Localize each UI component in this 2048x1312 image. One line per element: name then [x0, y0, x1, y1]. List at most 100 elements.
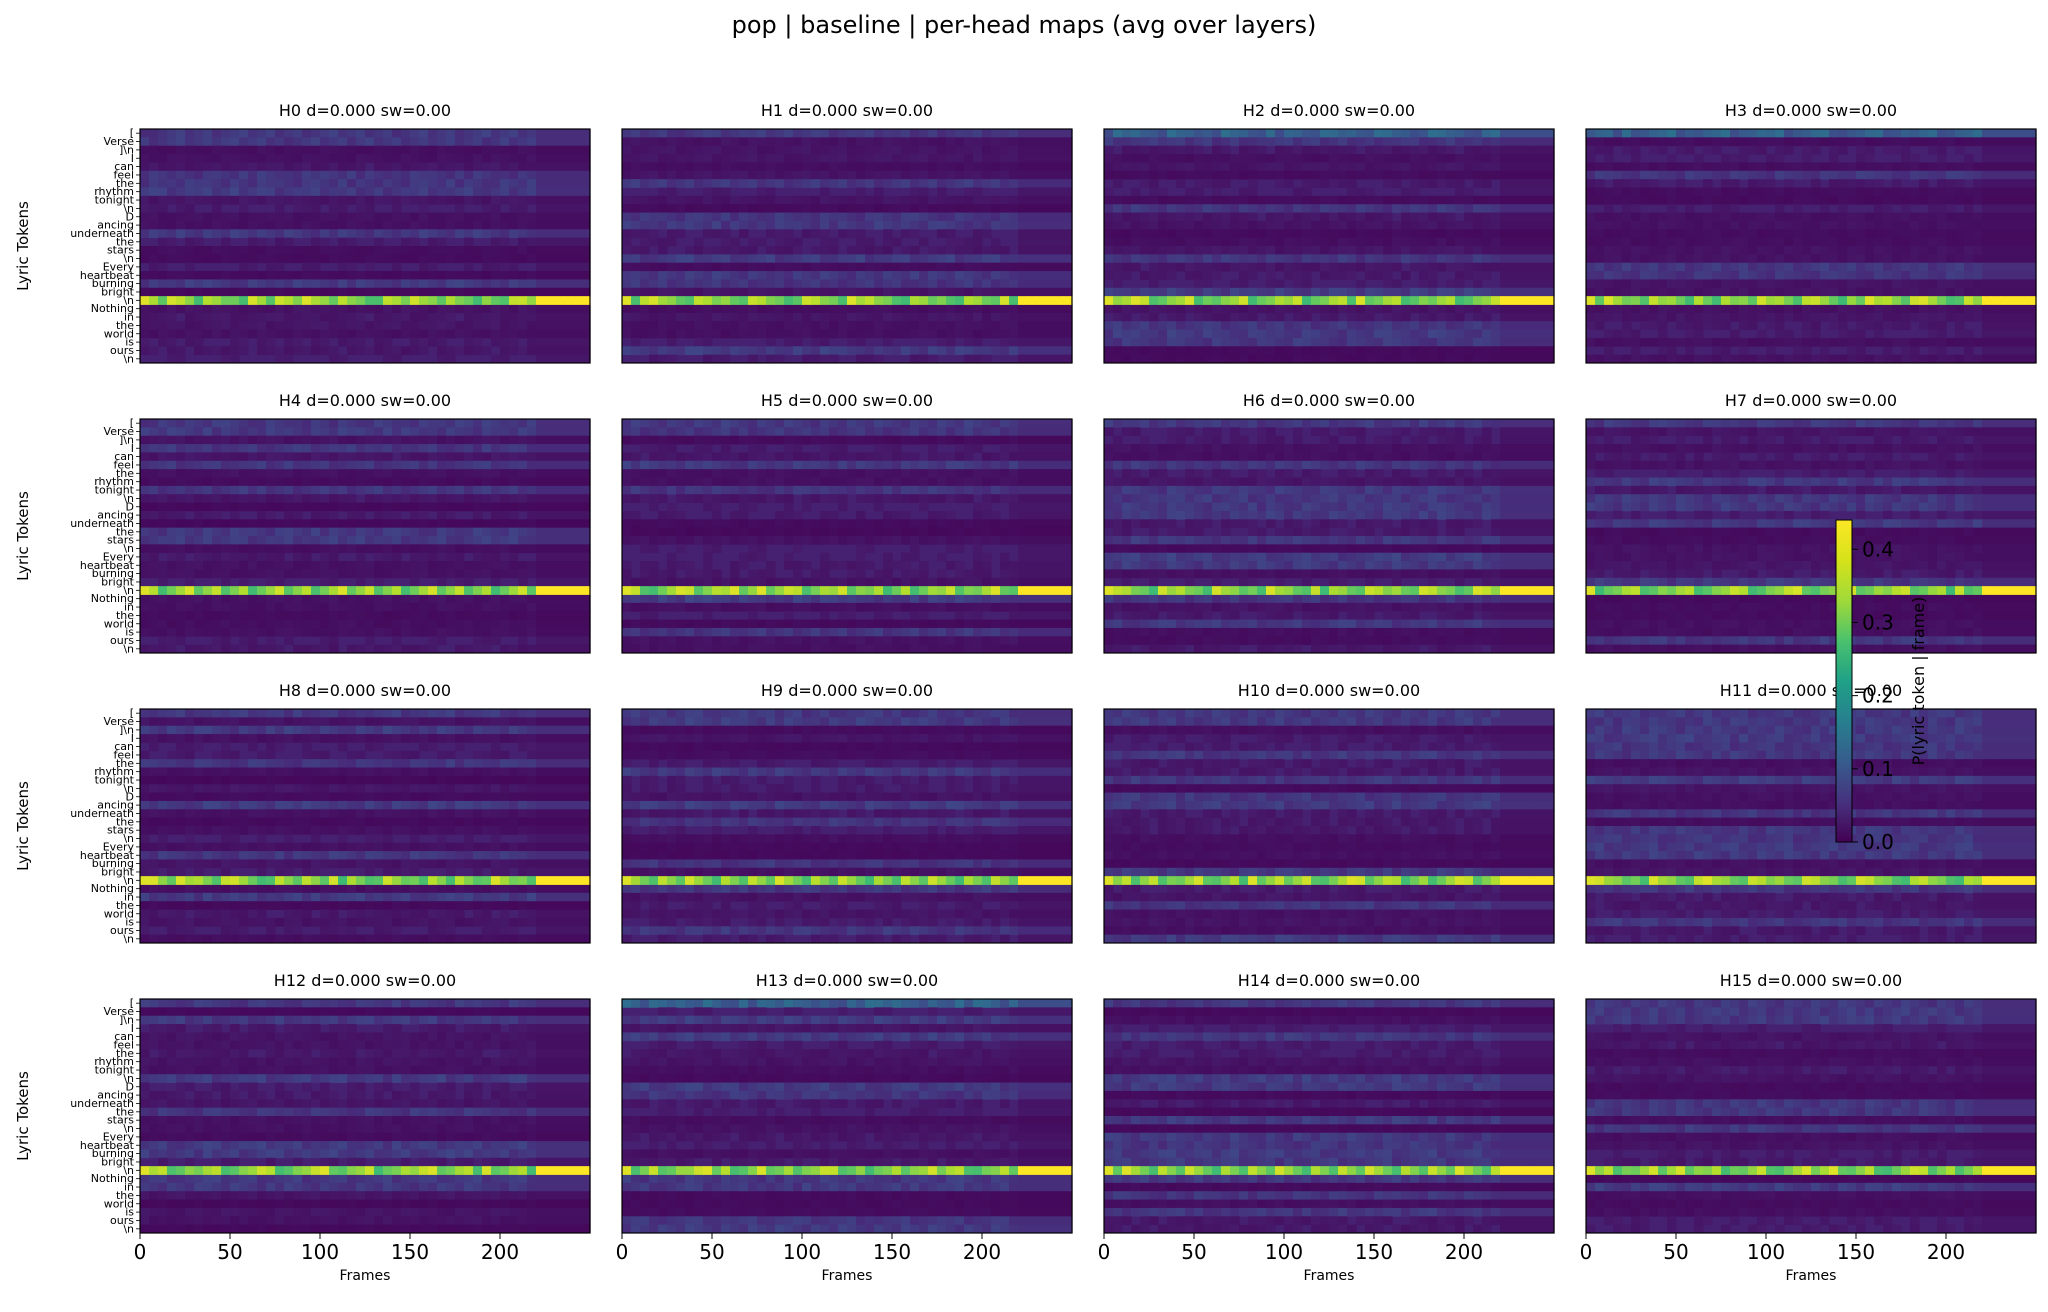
- heat-cell: [1266, 329, 1276, 339]
- heat-cell: [856, 246, 866, 255]
- heat-cell: [158, 329, 168, 339]
- heat-cell: [712, 229, 722, 239]
- heat-cell: [1167, 229, 1177, 239]
- heat-cell: [464, 279, 474, 289]
- heat-cell: [685, 254, 695, 264]
- heat-cell: [1883, 204, 1893, 213]
- heat-cell: [455, 154, 465, 163]
- heat-cell: [1667, 304, 1677, 314]
- heat-cell: [1721, 162, 1731, 172]
- heat-cell: [1347, 246, 1357, 255]
- dominant-token-cell: [991, 296, 1001, 305]
- heat-cell: [1811, 312, 1821, 322]
- heat-cell: [581, 354, 591, 364]
- heat-cell: [1410, 145, 1420, 155]
- dominant-token-cell: [572, 296, 582, 305]
- heat-cell: [1000, 162, 1010, 172]
- heat-cell: [1419, 279, 1429, 289]
- heat-cell: [757, 346, 767, 356]
- heat-cell: [1194, 271, 1204, 280]
- heat-cell: [982, 321, 992, 330]
- heat-cell: [1455, 304, 1465, 314]
- heat-cell: [356, 145, 366, 155]
- heat-cell: [491, 262, 501, 272]
- heat-cell: [518, 162, 528, 172]
- heat-cell: [658, 279, 668, 289]
- heat-cell: [1239, 262, 1249, 272]
- heat-cell: [1739, 162, 1749, 172]
- heat-cell: [748, 154, 758, 163]
- heat-cell: [1113, 246, 1123, 255]
- heat-cell: [2000, 304, 2010, 314]
- heat-cell: [1027, 220, 1037, 230]
- heat-cell: [1928, 246, 1938, 255]
- heat-cell: [1482, 154, 1492, 163]
- heat-cell: [1392, 354, 1402, 364]
- heat-cell: [212, 137, 222, 147]
- heat-cell: [1149, 204, 1159, 213]
- heat-cell: [1356, 287, 1366, 297]
- dominant-token-cell: [536, 296, 546, 305]
- heat-cell: [1856, 229, 1866, 239]
- heat-cell: [631, 312, 641, 322]
- heat-cell: [149, 170, 159, 180]
- heat-cell: [1401, 220, 1411, 230]
- heat-cell: [1194, 229, 1204, 239]
- heat-cell: [491, 170, 501, 180]
- heat-cell: [1329, 354, 1339, 364]
- heat-cell: [1622, 162, 1632, 172]
- heat-cell: [140, 304, 150, 314]
- heat-cell: [329, 179, 339, 188]
- heat-cell: [500, 271, 510, 280]
- heat-cell: [1230, 229, 1240, 239]
- heat-cell: [1140, 312, 1150, 322]
- heat-cell: [874, 321, 884, 330]
- heat-cell: [964, 321, 974, 330]
- heat-cell: [1865, 212, 1875, 222]
- heat-cell: [1392, 246, 1402, 255]
- heat-cell: [1302, 271, 1312, 280]
- heat-cell: [1604, 329, 1614, 339]
- heat-cell: [572, 279, 582, 289]
- dominant-token-cell: [1284, 296, 1294, 305]
- heat-cell: [919, 195, 929, 205]
- heat-cell: [1892, 162, 1902, 172]
- heat-cell: [1739, 262, 1749, 272]
- heat-cell: [1027, 312, 1037, 322]
- heat-cell: [365, 129, 375, 138]
- heat-cell: [1964, 287, 1974, 297]
- heat-cell: [1356, 154, 1366, 163]
- heat-cell: [649, 321, 659, 330]
- heat-cell: [703, 312, 713, 322]
- heat-cell: [1113, 154, 1123, 163]
- heat-cell: [1374, 137, 1384, 147]
- heat-cell: [721, 129, 731, 138]
- heat-cell: [347, 246, 357, 255]
- heat-cell: [685, 346, 695, 356]
- heat-cell: [1392, 170, 1402, 180]
- heat-cell: [464, 179, 474, 188]
- heat-cell: [739, 246, 749, 255]
- heat-cell: [536, 145, 546, 155]
- heat-cell: [973, 162, 983, 172]
- heat-cell: [1302, 179, 1312, 188]
- heat-cell: [1991, 279, 2001, 289]
- heat-cell: [536, 321, 546, 330]
- heat-cell: [1122, 145, 1132, 155]
- heat-cell: [1901, 145, 1911, 155]
- heat-cell: [329, 162, 339, 172]
- heat-cell: [284, 212, 294, 222]
- heat-cell: [955, 195, 965, 205]
- heat-cell: [991, 145, 1001, 155]
- heat-cell: [1054, 346, 1064, 356]
- heat-cell: [239, 154, 249, 163]
- heat-cell: [1991, 262, 2001, 272]
- heat-cell: [248, 312, 258, 322]
- heat-cell: [230, 346, 240, 356]
- heat-cell: [676, 212, 686, 222]
- heat-cell: [1410, 321, 1420, 330]
- heat-cell: [1140, 304, 1150, 314]
- heat-cell: [622, 170, 632, 180]
- heat-cell: [1104, 329, 1114, 339]
- heat-cell: [676, 170, 686, 180]
